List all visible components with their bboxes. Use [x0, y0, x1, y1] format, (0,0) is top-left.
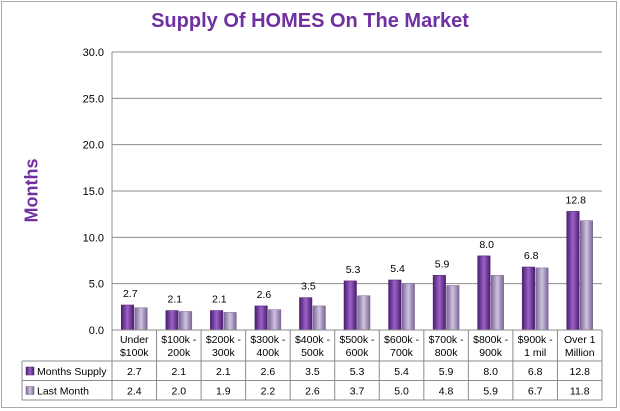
table-cell: 4.8	[439, 386, 454, 398]
category-label: $500k -	[339, 334, 375, 346]
data-labels: 2.7 2.1 2.1 2.6 3.5 5.3 5.4 5.9 8.0 6.8 12.8	[123, 194, 586, 305]
category-label: $200k -	[206, 334, 242, 346]
table-cell: 8.0	[483, 366, 498, 378]
y-tick-label: 0.0	[89, 325, 104, 337]
category-label: $700k -	[429, 334, 465, 346]
bar-last-month	[268, 309, 282, 331]
table-cell: 2.7	[127, 366, 142, 378]
table-cell: 2.6	[305, 386, 320, 398]
data-table: Under$100k$100k -200k$200k -300k$300k -4…	[21, 329, 603, 401]
category-label: 1 mil	[524, 347, 546, 359]
category-label: 900k	[479, 347, 503, 359]
bar-months-supply	[210, 310, 224, 331]
y-tick-label: 5.0	[89, 279, 104, 291]
data-label: 5.4	[390, 263, 405, 275]
data-label: 2.6	[257, 289, 272, 301]
table-cell: 5.9	[483, 386, 498, 398]
y-tick-label: 25.0	[83, 93, 104, 105]
table-cell: 2.6	[261, 366, 276, 378]
data-label: 12.8	[566, 194, 587, 206]
table-cell: 2.4	[127, 386, 142, 398]
table-cell: 6.7	[528, 386, 543, 398]
bar-last-month	[223, 312, 237, 331]
data-label: 8.0	[479, 239, 494, 251]
category-label: $100k -	[161, 334, 197, 346]
category-label: 300k	[212, 347, 236, 359]
bar-last-month	[579, 220, 593, 331]
bar-last-month	[401, 283, 415, 331]
bar-last-month	[490, 275, 504, 331]
bar-months-supply	[566, 211, 580, 331]
table-cell: 5.4	[394, 366, 409, 378]
category-label: $900k -	[518, 334, 554, 346]
bar-months-supply	[121, 304, 135, 331]
bar-last-month	[357, 295, 371, 331]
category-label: Over 1	[564, 334, 596, 346]
category-label: $100k	[120, 347, 149, 359]
data-label: 2.1	[168, 294, 183, 306]
bar-months-supply	[254, 305, 268, 331]
category-label: $800k -	[473, 334, 509, 346]
data-label: 5.9	[435, 258, 450, 270]
table-cell: 2.1	[216, 366, 231, 378]
table-cell: 5.0	[394, 386, 409, 398]
legend-label: Months Supply	[37, 366, 107, 378]
data-label: 5.3	[346, 264, 361, 276]
category-label: $400k -	[295, 334, 331, 346]
bar-months-supply	[165, 310, 179, 331]
table-cell: 1.9	[216, 386, 231, 398]
legend-swatch	[25, 386, 35, 395]
legend-label: Last Month	[37, 386, 89, 398]
category-label: 800k	[435, 347, 459, 359]
table-cell: 2.0	[172, 386, 187, 398]
table-cell: 5.3	[350, 366, 365, 378]
table-cell: 5.9	[439, 366, 454, 378]
category-label: $600k -	[384, 334, 420, 346]
bar-last-month	[179, 311, 193, 331]
bar-months-supply	[299, 297, 313, 331]
category-label: Under	[120, 334, 149, 346]
bar-last-month	[535, 267, 549, 331]
category-label: 600k	[346, 347, 370, 359]
category-label: 400k	[257, 347, 281, 359]
category-label: 200k	[167, 347, 191, 359]
table-cell: 2.2	[261, 386, 276, 398]
data-label: 2.1	[212, 294, 227, 306]
table-cell: 11.8	[570, 386, 590, 398]
data-label: 3.5	[301, 281, 316, 293]
table-cell: 12.8	[570, 366, 591, 378]
bar-months-supply	[343, 280, 357, 331]
y-tick-label: 30.0	[83, 47, 104, 59]
bar-months-supply	[477, 255, 491, 331]
table-cell: 2.1	[172, 366, 187, 378]
bar-last-month	[446, 285, 460, 331]
chart-title: Supply Of HOMES On The Market	[151, 10, 469, 32]
category-label: $300k -	[250, 334, 286, 346]
y-tick-label: 15.0	[83, 186, 104, 198]
y-tick-label: 20.0	[83, 140, 104, 152]
data-label: 6.8	[524, 250, 539, 262]
legend-swatch	[25, 366, 35, 376]
bar-last-month	[134, 307, 148, 331]
data-label: 2.7	[123, 288, 138, 300]
bar-last-month	[312, 305, 326, 331]
bar-months-supply	[432, 275, 446, 331]
y-tick-labels: 0.0 5.0 10.0 15.0 20.0 25.0 30.0	[83, 47, 104, 337]
bar-months-supply	[521, 266, 535, 331]
table-cell: 3.5	[305, 366, 320, 378]
category-label: 500k	[301, 347, 325, 359]
table-cell: 3.7	[350, 386, 365, 398]
category-label: 700k	[390, 347, 414, 359]
y-tick-label: 10.0	[83, 232, 104, 244]
category-label: Million	[565, 347, 595, 359]
bar-months-supply	[388, 279, 402, 331]
table-cell: 6.8	[528, 366, 543, 378]
